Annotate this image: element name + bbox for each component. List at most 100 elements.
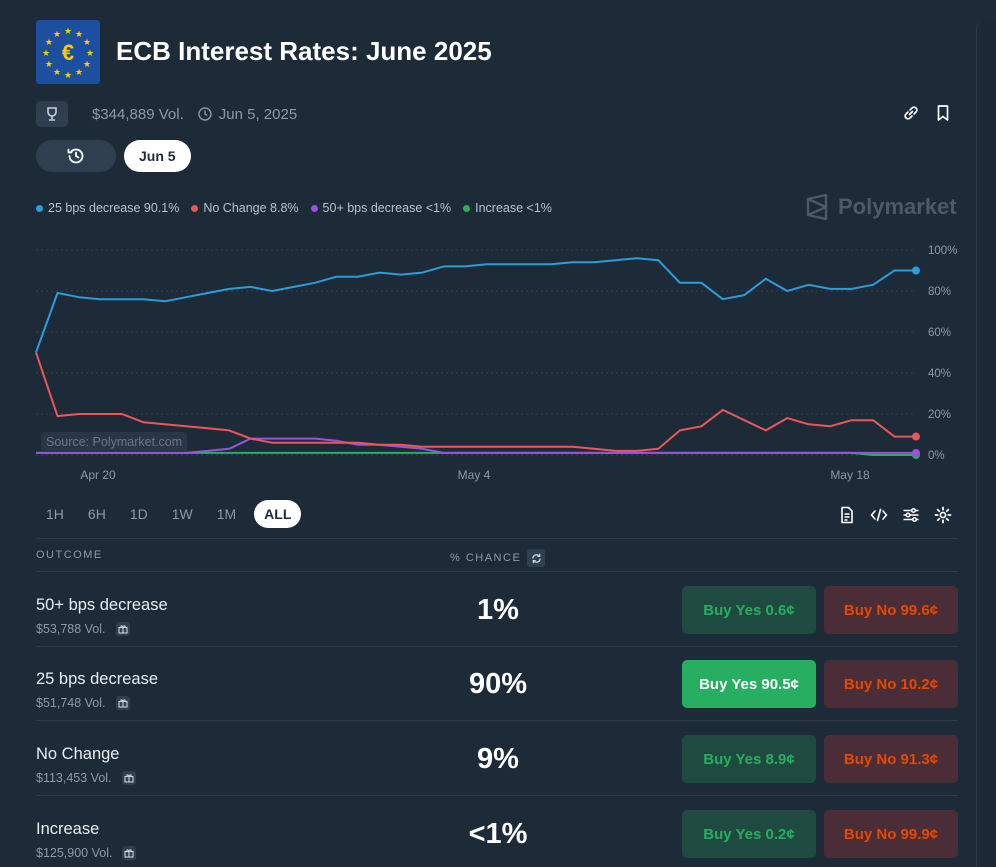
euro-symbol: € (62, 40, 74, 65)
outcome-volume-text: $113,453 Vol. (36, 771, 112, 785)
scrollbar[interactable] (976, 20, 996, 867)
flag-star-icon: ★ (42, 48, 50, 58)
chart-tools (838, 506, 952, 524)
outcome-volume-text: $125,900 Vol. (36, 846, 113, 860)
bookmark-icon[interactable] (934, 104, 952, 122)
outcome-row[interactable]: No Change $113,453 Vol. 9% Buy Yes 8.9¢ Buy … (36, 721, 958, 795)
outcome-column-header: OUTCOME (36, 549, 103, 561)
flag-star-icon: ★ (64, 26, 72, 36)
outcome-volume: $125,900 Vol. (36, 846, 137, 860)
buy-no-button[interactable]: Buy No 10.2¢ (824, 660, 958, 708)
table-top-divider (36, 538, 958, 539)
outcome-row[interactable]: 50+ bps decrease $53,788 Vol. 1% Buy Yes 0.… (36, 572, 958, 646)
gift-icon[interactable] (115, 696, 130, 710)
series-end-point (912, 266, 920, 275)
row-divider (36, 795, 958, 796)
outcome-row[interactable]: Increase $125,900 Vol. <1% Buy Yes 0.2¢ Buy … (36, 796, 958, 867)
document-icon[interactable] (838, 506, 856, 524)
flag-star-icon: ★ (64, 70, 72, 80)
range-button-1h[interactable]: 1H (46, 506, 64, 522)
range-button-1m[interactable]: 1M (216, 506, 237, 522)
outcome-chance: 1% (477, 594, 519, 626)
range-button-1w[interactable]: 1W (171, 506, 193, 522)
history-icon (67, 148, 84, 164)
series-line-50-bps-decrease (36, 437, 916, 454)
trophy-button[interactable] (36, 101, 68, 127)
outcome-name: No Change (36, 745, 120, 763)
y-tick-label: 0% (928, 450, 945, 462)
brand-name: Polymarket (838, 194, 957, 219)
flag-star-icon: ★ (75, 29, 83, 39)
outcome-row[interactable]: 25 bps decrease $51,748 Vol. 90% Buy Yes 90… (36, 646, 958, 720)
refresh-button[interactable] (527, 549, 546, 567)
date-pill-button[interactable]: Jun 5 (124, 140, 191, 172)
series-end-point (912, 448, 920, 457)
legend-label: Increase <1% (475, 201, 552, 215)
range-button-1d[interactable]: 1D (129, 506, 148, 522)
range-button-all[interactable]: ALL (254, 500, 302, 528)
chart-legend: 25 bps decrease 90.1% No Change 8.8% 50+ b… (36, 201, 552, 215)
outcome-volume-text: $53,788 Vol. (36, 622, 106, 636)
legend-dot (463, 204, 471, 212)
flag-star-icon: ★ (83, 37, 91, 47)
price-history-chart[interactable]: 100% 80% 60% 40% 20% 0% Apr 20 May 4 May 18 (0, 230, 980, 490)
table-header-divider (36, 571, 958, 572)
flag-star-icon: ★ (75, 67, 83, 77)
legend-dot (36, 204, 43, 212)
trophy-icon (47, 107, 57, 121)
source-label: Source: Polymarket.com (41, 432, 188, 452)
history-button[interactable] (36, 140, 116, 172)
gift-icon[interactable] (122, 846, 137, 860)
legend-item[interactable]: Increase <1% (463, 201, 552, 215)
legend-dot (310, 204, 318, 212)
buy-yes-button[interactable]: Buy Yes 90.5¢ (682, 660, 816, 708)
y-tick-label: 20% (928, 409, 951, 421)
row-divider (36, 646, 958, 647)
settings-gear-icon[interactable] (934, 506, 952, 524)
outcome-chance: 90% (468, 668, 528, 700)
buy-yes-button[interactable]: Buy Yes 0.2¢ (682, 810, 816, 858)
header-actions (902, 104, 952, 122)
end-date: Jun 5, 2025 (198, 106, 297, 123)
outcome-chance: 9% (477, 743, 519, 775)
range-button-6h[interactable]: 6H (87, 506, 106, 522)
buy-yes-button[interactable]: Buy Yes 0.6¢ (682, 586, 816, 634)
total-volume: $344,889 Vol. (92, 105, 184, 123)
polymarket-watermark: Polymarket (806, 194, 957, 220)
outcome-name: Increase (36, 820, 100, 838)
legend-dot (191, 204, 199, 212)
chance-header-label: % CHANCE (450, 552, 522, 564)
clock-icon (198, 107, 212, 121)
embed-code-icon[interactable] (870, 506, 888, 524)
outcome-chance: <1% (468, 818, 528, 850)
buy-no-button[interactable]: Buy No 99.6¢ (824, 586, 958, 634)
legend-label: 25 bps decrease 90.1% (48, 201, 180, 215)
x-tick-label: May 4 (458, 468, 491, 482)
legend-item[interactable]: 25 bps decrease 90.1% (36, 201, 179, 215)
legend-item[interactable]: 50+ bps decrease <1% (310, 201, 451, 215)
end-date-text: Jun 5, 2025 (218, 105, 298, 123)
legend-item[interactable]: No Change 8.8% (191, 201, 299, 215)
buy-no-button[interactable]: Buy No 91.3¢ (824, 735, 958, 783)
polymarket-logo-icon (806, 194, 828, 220)
series-line-25-bps-decrease (35, 257, 916, 353)
y-tick-label: 80% (928, 286, 951, 298)
time-range-selector: 1H 6H 1D 1W 1M ALL (36, 500, 302, 528)
timeline-pills: Jun 5 (36, 140, 191, 172)
buy-yes-button[interactable]: Buy Yes 8.9¢ (682, 735, 816, 783)
flag-star-icon: ★ (86, 48, 94, 58)
buy-no-button[interactable]: Buy No 99.9¢ (824, 810, 958, 858)
y-tick-label: 60% (928, 327, 951, 339)
legend-label: No Change 8.8% (203, 201, 299, 215)
refresh-icon (531, 553, 541, 563)
gift-icon[interactable] (115, 622, 130, 636)
y-tick-label: 100% (928, 245, 957, 257)
page-title: ECB Interest Rates: June 2025 (116, 36, 492, 66)
outcome-volume-text: $51,748 Vol. (36, 696, 106, 710)
flag-star-icon: ★ (45, 37, 53, 47)
outcome-volume: $53,788 Vol. (36, 622, 130, 636)
gift-icon[interactable] (121, 771, 136, 785)
link-icon[interactable] (902, 104, 920, 122)
sliders-icon[interactable] (902, 506, 920, 524)
row-divider (36, 720, 958, 721)
